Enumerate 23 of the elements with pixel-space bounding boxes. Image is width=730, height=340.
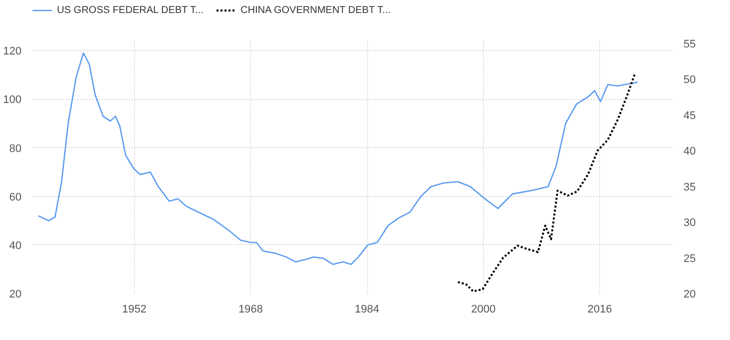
x-tick-label: 1984: [354, 304, 380, 316]
x-tick-label: 1952: [122, 304, 147, 316]
y2-tick-label: 35: [684, 181, 696, 194]
y-tick-label: 100: [3, 94, 22, 106]
x-tick-label: 2000: [471, 304, 496, 316]
y2-tick-label: 45: [684, 110, 696, 122]
x-tick-label: 2016: [588, 304, 612, 316]
y-tick-label: 40: [9, 240, 22, 252]
y2-tick-label: 55: [684, 38, 696, 50]
y-tick-label: 20: [9, 288, 22, 300]
y2-tick-label: 25: [684, 252, 696, 265]
y2-tick-label: 30: [684, 217, 696, 230]
y2-tick-label: 40: [684, 146, 696, 158]
y-tick-label: 60: [9, 191, 22, 204]
line-series: [38, 52, 638, 266]
line-series: [456, 73, 636, 292]
y-tick-label: 120: [3, 46, 22, 58]
legend-label: US GROSS FEDERAL DEBT T...: [57, 4, 204, 16]
y-tick-label: 80: [9, 142, 22, 155]
legend-label: CHINA GOVERNMENT DEBT T...: [240, 4, 391, 16]
y2-tick-label: 50: [684, 74, 696, 86]
x-tick-label: 1968: [238, 304, 263, 316]
y2-tick-label: 20: [684, 288, 696, 300]
